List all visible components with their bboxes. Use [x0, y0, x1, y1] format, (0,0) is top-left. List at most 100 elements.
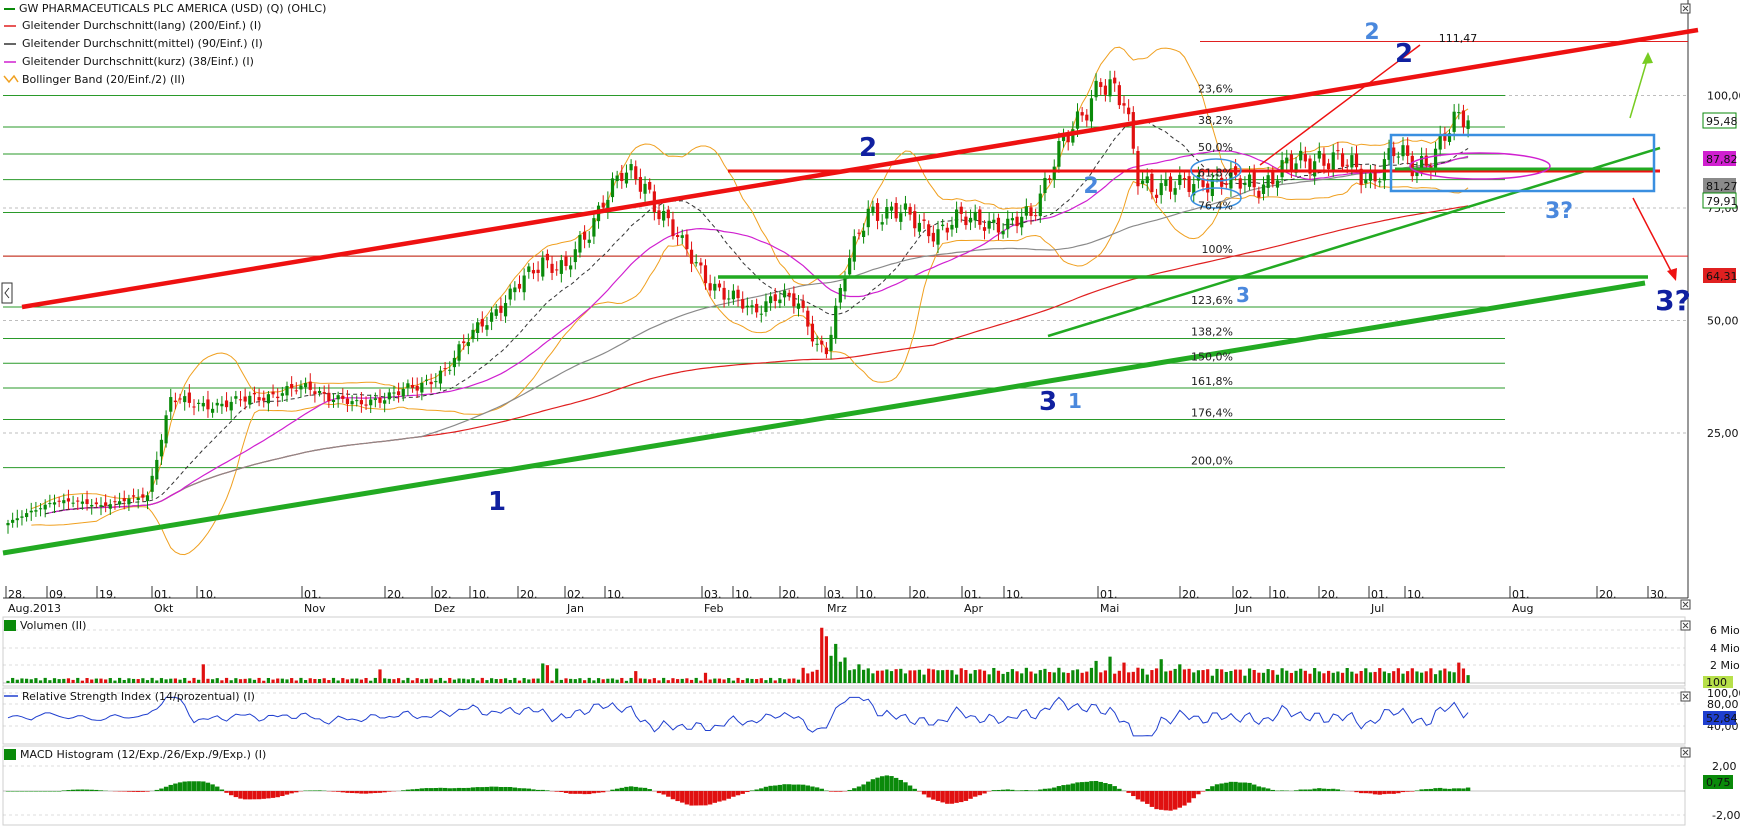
close-icon[interactable]: [1680, 620, 1691, 631]
macd-bar: [1084, 781, 1089, 791]
volume-bar: [11, 677, 15, 683]
volume-bar: [652, 678, 656, 683]
volume-bar: [429, 678, 433, 683]
volume-bar: [141, 678, 145, 683]
macd-bar: [168, 784, 173, 791]
macd-bar: [470, 787, 476, 791]
volume-bar: [118, 677, 122, 683]
candle-body: [1322, 153, 1326, 166]
candle-body: [796, 303, 801, 309]
steep-trendline: [1259, 44, 1421, 166]
scroll-handle-icon[interactable]: [1, 282, 13, 304]
candle-body: [1364, 179, 1368, 184]
candle-body: [1080, 112, 1084, 116]
volume-bar: [796, 679, 801, 683]
volume-bar: [266, 677, 270, 683]
candle-body: [1373, 172, 1377, 182]
volume-bar: [1117, 670, 1121, 683]
candle-body: [57, 500, 61, 502]
volume-bar: [1368, 672, 1373, 683]
volume-bar: [1038, 670, 1042, 683]
candle-body: [1443, 133, 1447, 141]
volume-bar: [750, 678, 754, 683]
volume-bar: [545, 665, 549, 683]
x-tick-day: 09.: [49, 588, 67, 601]
volume-bar: [857, 664, 861, 683]
close-icon[interactable]: [1680, 691, 1691, 702]
macd-bar: [159, 788, 164, 791]
candle-body: [643, 183, 647, 194]
macd-bar: [1293, 790, 1299, 791]
candle-body: [857, 232, 861, 234]
volume-bar: [1187, 668, 1191, 683]
x-tick-day: 10.: [1006, 588, 1024, 601]
x-tick-day: 20.: [520, 588, 538, 601]
volume-bar: [517, 680, 522, 683]
candle-body: [662, 210, 666, 221]
candle-body: [104, 502, 108, 506]
price-tag-bg: [1703, 268, 1736, 283]
volume-bar: [145, 680, 150, 683]
volume-bar: [871, 673, 875, 683]
volume-bar: [1252, 669, 1256, 683]
candle-body: [587, 239, 591, 243]
candle-body: [592, 218, 596, 237]
volume-bar: [1154, 668, 1159, 683]
volume-bar: [1382, 671, 1386, 683]
candle-body: [787, 292, 791, 296]
macd-bar: [535, 789, 541, 791]
volume-bar: [699, 680, 703, 683]
macd-bar: [1465, 787, 1471, 791]
macd-bar: [270, 791, 276, 798]
volume-bar: [415, 678, 419, 683]
candle-body: [369, 399, 373, 406]
macd-bar: [977, 791, 983, 796]
candle-body: [1168, 176, 1173, 192]
macd-bar: [619, 787, 624, 791]
macd-bar: [759, 788, 764, 791]
candle-body: [1085, 114, 1089, 121]
macd-bar: [1368, 791, 1373, 794]
macd-bar: [573, 791, 578, 794]
candle-body: [1187, 176, 1191, 192]
volume-bar: [1168, 670, 1173, 683]
candle-body: [1010, 218, 1014, 221]
volume-bar: [727, 678, 731, 683]
volume-bar: [843, 657, 847, 683]
fib-level-label: 123,6%: [1191, 294, 1233, 307]
macd-bar: [903, 782, 908, 791]
close-icon[interactable]: [1680, 599, 1691, 610]
candle-body: [248, 395, 252, 405]
macd-bar: [1191, 791, 1196, 799]
macd-bar: [345, 791, 350, 793]
x-tick-day: 01.: [964, 588, 982, 601]
candle-body: [810, 323, 815, 342]
candle-body: [815, 343, 819, 345]
price-panel: [0, 0, 1685, 597]
close-icon[interactable]: [1680, 747, 1691, 758]
candle-body: [1285, 157, 1289, 164]
volume-bar: [1433, 674, 1438, 683]
candle-body: [941, 224, 945, 227]
volume-bar: [485, 680, 489, 683]
x-tick-day: 20.: [1182, 588, 1200, 601]
macd-bar: [1056, 786, 1062, 791]
close-icon[interactable]: [1680, 3, 1691, 14]
candle-body: [838, 287, 842, 303]
macd-bar: [340, 791, 345, 793]
macd-bar: [921, 791, 927, 795]
candle-body: [159, 439, 164, 457]
volume-bar: [936, 670, 940, 683]
volume-bar: [1275, 674, 1280, 683]
volume-bar: [541, 663, 545, 683]
macd-bar: [29, 791, 34, 792]
volume-bar: [238, 679, 243, 683]
rsi-line: [7, 696, 1469, 737]
candle-body: [680, 235, 684, 238]
candle-body: [169, 397, 173, 412]
macd-bar: [215, 786, 220, 791]
volume-bar: [280, 678, 284, 683]
volume-bar: [643, 678, 647, 683]
candle-body: [1224, 183, 1228, 185]
bollinger-lower: [31, 180, 1469, 556]
